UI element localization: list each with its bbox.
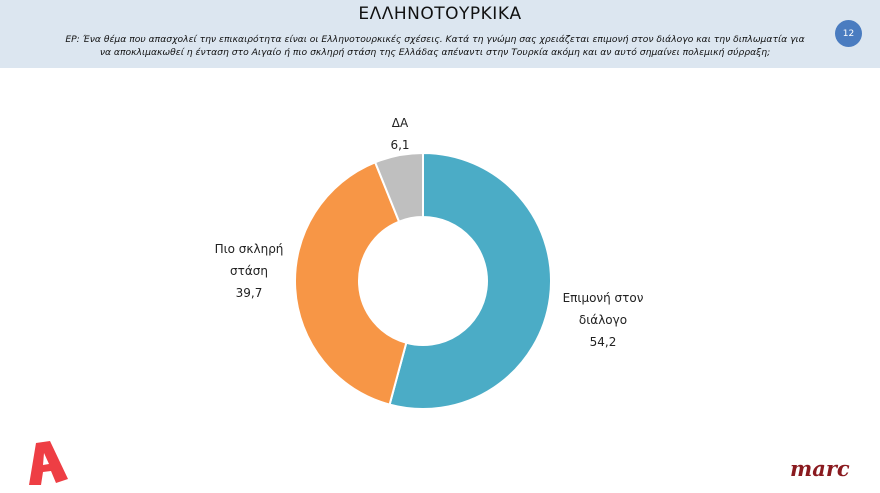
page-number-badge: 12 [835,20,862,47]
donut-slice-0 [388,151,552,410]
donut-slices [294,151,552,410]
question-line-2: να αποκλιμακωθεί η ένταση στο Αιγαίο ή π… [99,47,771,58]
label-dialogue-name-2: διάλογο [578,313,628,327]
header-band: ΕΛΛΗΝΟΤΟΥΡΚΙΚΑ ΕΡ: Ένα θέμα που απασχολε… [0,0,880,68]
alpha-tv-logo-icon [29,441,68,485]
label-dialogue-value: 54,2 [589,335,617,349]
label-harsher-name-1: Πιο σκληρή [214,242,284,256]
marc-logo: marc [790,456,850,481]
survey-question: ΕΡ: Ένα θέμα που απασχολεί την επικαιρότ… [40,33,830,59]
donut-slice-2 [373,151,424,223]
label-dialogue: Επιμονή στον διάλογο 54,2 [548,287,658,353]
label-harsher-value: 39,7 [235,286,263,300]
label-harsher-stance: Πιο σκληρή στάση 39,7 [203,238,295,304]
question-line-1: ΕΡ: Ένα θέμα που απασχολεί την επικαιρότ… [65,34,805,45]
label-da-name: ΔΑ [391,116,409,130]
label-da: ΔΑ 6,1 [372,112,428,156]
donut-slice-1 [294,160,408,406]
label-harsher-name-2: στάση [230,264,268,278]
label-da-value: 6,1 [390,138,410,152]
label-dialogue-name-1: Επιμονή στον [562,291,644,305]
page-title: ΕΛΛΗΝΟΤΟΥΡΚΙΚΑ [358,4,522,24]
